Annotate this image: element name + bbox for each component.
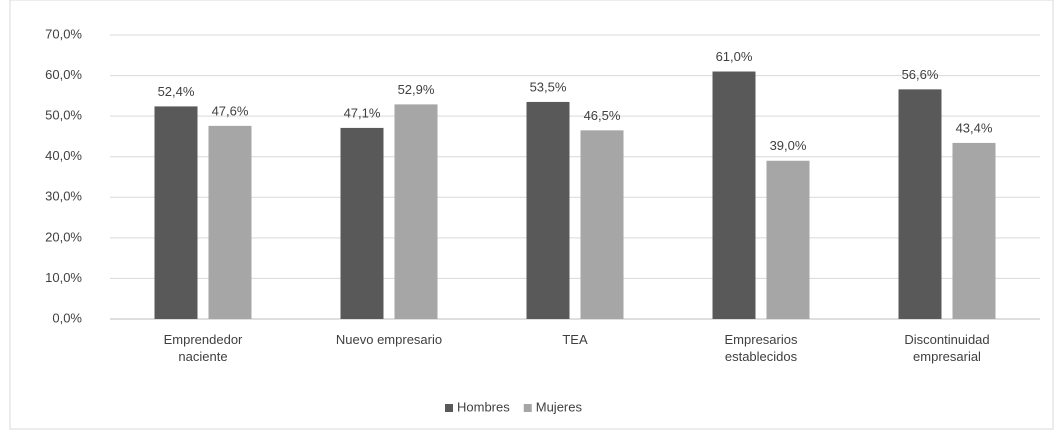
x-tick-label: TEA [562, 332, 588, 347]
y-tick-label: 30,0% [45, 189, 82, 204]
bar [898, 89, 942, 319]
data-label: 47,6% [212, 103, 249, 118]
bar [208, 125, 252, 319]
y-tick-label: 60,0% [45, 67, 82, 82]
data-label: 56,6% [902, 67, 939, 82]
y-tick-label: 10,0% [45, 270, 82, 285]
data-label: 46,5% [584, 108, 621, 123]
chart-border [9, 0, 1054, 430]
data-label: 47,1% [344, 105, 381, 120]
bar [712, 71, 756, 319]
data-label: 52,4% [158, 84, 195, 99]
bar [526, 101, 570, 319]
x-tick-label: Nuevo empresario [335, 332, 443, 347]
bar [952, 142, 996, 319]
y-tick-label: 50,0% [45, 108, 82, 123]
bar [154, 106, 198, 319]
data-label: 53,5% [530, 79, 567, 94]
legend-label: Hombres [457, 399, 510, 414]
y-tick-label: 40,0% [45, 148, 82, 163]
x-tick-label: Emprendedor naciente [163, 332, 243, 364]
data-label: 43,4% [956, 120, 993, 135]
bar [340, 127, 384, 319]
legend-swatch [523, 404, 532, 412]
legend-label: Mujeres [536, 399, 583, 414]
y-tick-label: 20,0% [45, 229, 82, 244]
bar [394, 104, 438, 320]
x-tick-label: Discontinuidad empresarial [904, 332, 990, 364]
y-tick-label: 0,0% [52, 310, 82, 325]
bar [766, 160, 810, 319]
bar [580, 130, 624, 319]
y-tick-label: 70,0% [45, 26, 82, 41]
data-label: 52,9% [398, 82, 435, 97]
x-tick-label: Empresarios establecidos [724, 332, 798, 364]
data-label: 61,0% [716, 49, 753, 64]
legend-swatch [445, 404, 453, 412]
data-label: 39,0% [770, 138, 807, 153]
